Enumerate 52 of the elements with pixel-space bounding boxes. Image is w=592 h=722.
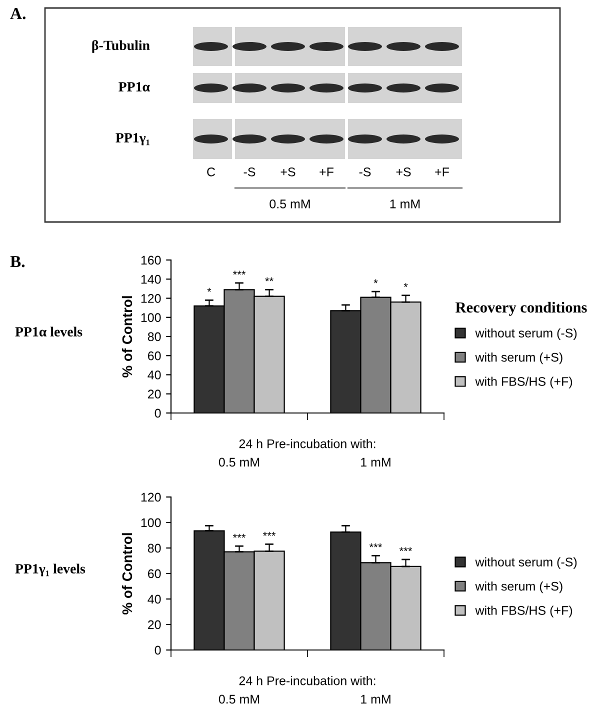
data-label: * (404, 283, 408, 288)
text: +F (435, 168, 449, 176)
y-tick-label: 120 (141, 492, 161, 502)
text: -S (244, 168, 256, 176)
data-label: *** (232, 270, 246, 275)
y-tick-label: 0 (154, 408, 161, 418)
y-axis-title: % of Control (122, 296, 132, 378)
y-tick-label: 20 (148, 390, 161, 399)
text: PP1γ₁ (116, 133, 150, 146)
y-tick-label: 100 (141, 313, 161, 322)
legend-label: with serum (+S) (475, 352, 562, 364)
text: +S (280, 168, 296, 176)
text: β-Tubulin (92, 40, 150, 53)
data-label: *** (369, 543, 382, 548)
y-tick-label: 20 (148, 620, 161, 630)
legend-label: with FBS/HS (+F) (475, 376, 572, 388)
data-label: *** (262, 532, 276, 536)
y-tick-label: 40 (148, 594, 161, 604)
legend-label: with FBS/HS (+F) (475, 606, 572, 618)
y-tick-label: 80 (148, 544, 161, 553)
data-label: ** (265, 277, 274, 282)
y-tick-label: 60 (148, 569, 161, 578)
text: 1 mM (390, 200, 420, 208)
x-axis-title: 24 h Pre-incubation with: (239, 439, 376, 448)
y-tick-label: 160 (141, 256, 161, 265)
y-tick-label: 80 (148, 332, 161, 342)
text: +S (396, 168, 411, 176)
legend-label: with serum (+S) (475, 581, 562, 594)
text: +F (320, 168, 334, 176)
y-tick-label: 100 (141, 518, 161, 528)
text: 0.5 mM (270, 200, 310, 208)
y-tick-label: 40 (148, 370, 161, 380)
text: PP1α (118, 82, 150, 92)
data-label: *** (232, 534, 246, 538)
data-label: * (207, 288, 212, 292)
data-label: * (374, 279, 378, 284)
y-axis-title: % of Control (122, 533, 132, 614)
legend-label: without serum (-S) (475, 328, 577, 340)
text: C (207, 168, 216, 176)
legend-label: without serum (-S) (475, 557, 577, 569)
data-label: *** (399, 547, 412, 552)
y-tick-label: 60 (148, 351, 161, 360)
text: PP1α levels (15, 326, 82, 336)
y-tick-label: 140 (141, 274, 161, 284)
y-tick-label: 120 (141, 294, 161, 303)
text: -S (359, 168, 371, 176)
legend-title: Recovery conditions (456, 302, 587, 316)
text: B. (10, 256, 25, 268)
text: PP1γ₁ levels (15, 564, 86, 576)
text: A. (10, 8, 26, 20)
x-axis-title: 24 h Pre-incubation with: (239, 676, 376, 686)
y-tick-label: 0 (154, 646, 161, 655)
